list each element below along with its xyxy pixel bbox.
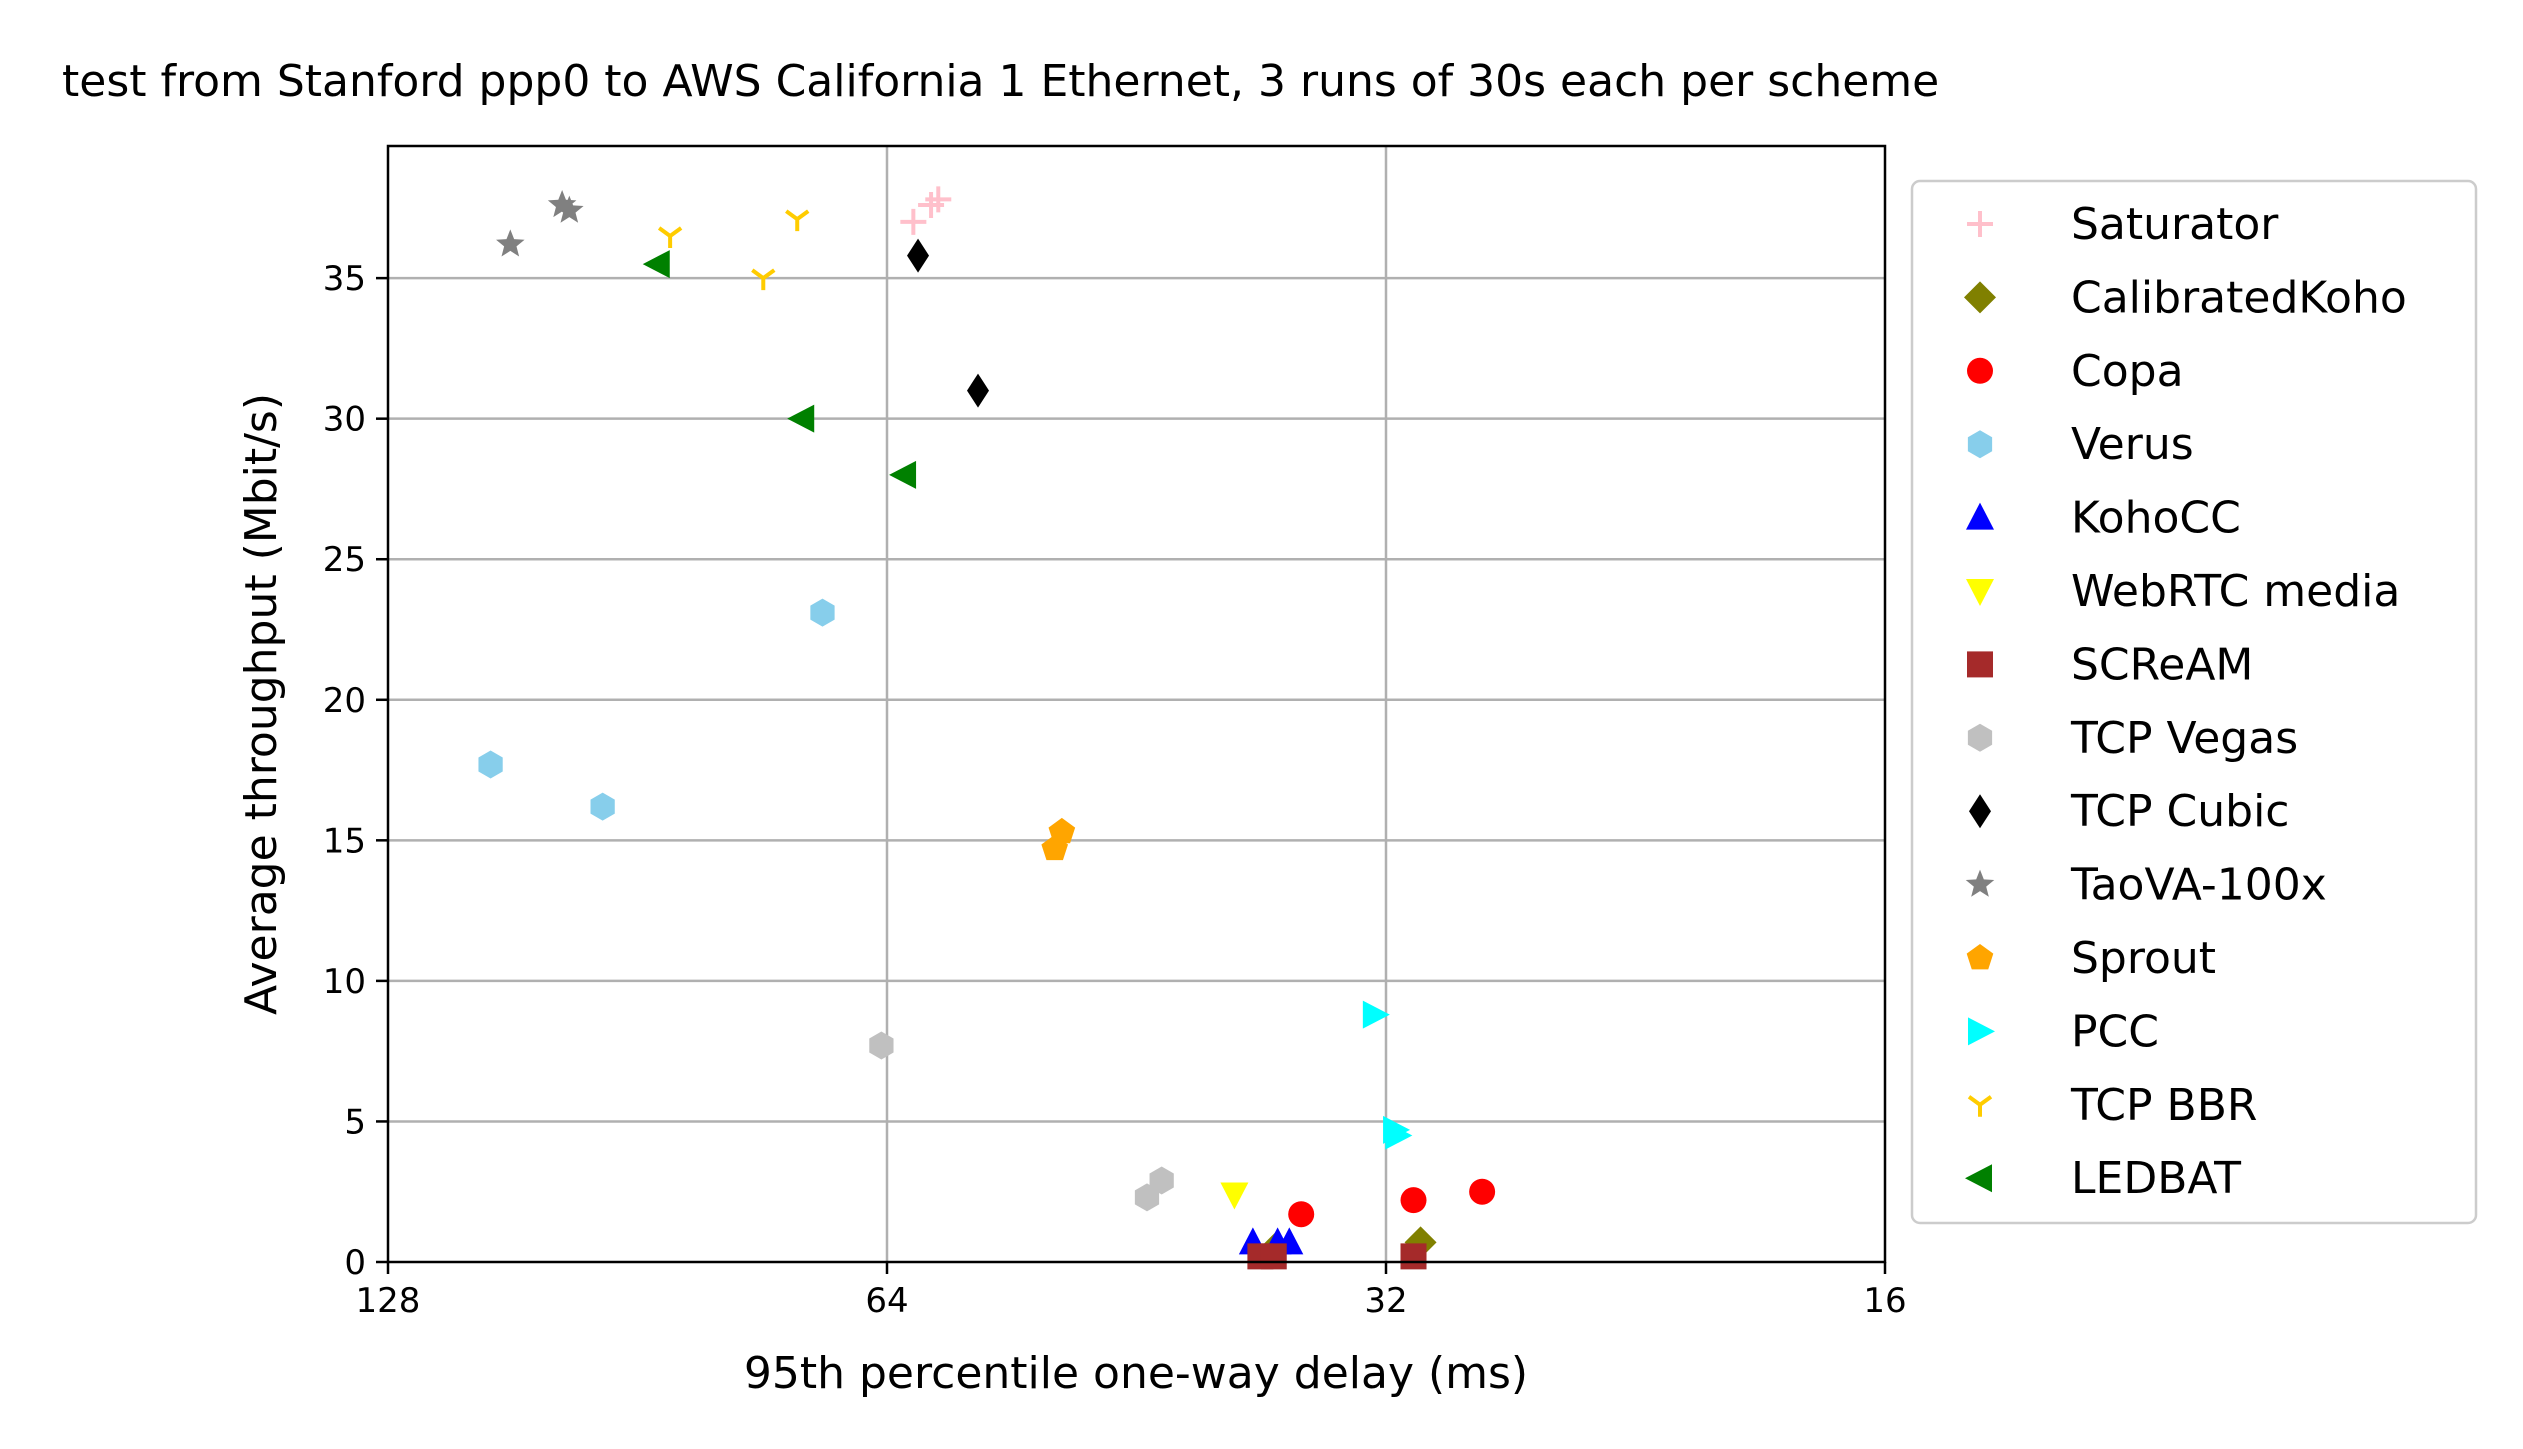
- point-ledbat: [889, 460, 917, 489]
- x-tick-label: 128: [356, 1281, 421, 1321]
- point-taova-100x: [547, 190, 577, 218]
- legend-label-tcp-bbr: TCP BBR: [2070, 1080, 2257, 1131]
- point-copa: [1469, 1178, 1496, 1205]
- legend-marker-copa: [1967, 357, 1993, 384]
- point-ledbat: [787, 404, 815, 433]
- data-points: [478, 186, 1496, 1270]
- legend-label-scream: SCReAM: [2071, 639, 2253, 690]
- legend-label-tcp-vegas: TCP Vegas: [2070, 713, 2298, 764]
- y-tick-label: 20: [323, 681, 366, 721]
- y-tick-label: 30: [323, 400, 366, 440]
- plot-area-frame: [386, 144, 1887, 1264]
- y-tick-label: 0: [344, 1243, 366, 1283]
- point-saturator: [925, 186, 952, 213]
- point-tcp-vegas: [1134, 1183, 1160, 1212]
- legend-marker-verus: [1967, 430, 1993, 459]
- legend-label-taova-100x: TaoVA-100x: [2070, 860, 2327, 911]
- point-tcp-vegas: [1149, 1166, 1174, 1195]
- point-ledbat: [642, 250, 670, 279]
- legend-marker-tcp-bbr: [1967, 1095, 1993, 1117]
- point-webrtc-media: [1220, 1182, 1249, 1210]
- legend-marker-pcc: [1968, 1017, 1995, 1046]
- point-tcp-bbr: [785, 209, 810, 232]
- legend-label-calibratedkoho: CalibratedKoho: [2071, 272, 2407, 323]
- y-tick-label: 25: [323, 540, 366, 580]
- legend-label-tcp-cubic: TCP Cubic: [2070, 786, 2290, 837]
- point-tcp-bbr: [751, 268, 776, 291]
- legend-label-verus: Verus: [2071, 419, 2194, 470]
- grid-lines: [388, 146, 1885, 1262]
- point-pcc: [1385, 1121, 1413, 1150]
- legend-marker-taova-100x: [1965, 869, 1995, 897]
- legend-label-kohocc: KohoCC: [2071, 493, 2241, 544]
- x-tick-label: 16: [1863, 1281, 1906, 1321]
- legend-marker-calibratedkoho: [1964, 281, 1996, 314]
- point-scream: [1260, 1243, 1287, 1270]
- chart-title: test from Stanford ppp0 to AWS Californi…: [62, 56, 1939, 107]
- point-tcp-cubic: [907, 238, 930, 273]
- legend-marker-webrtc-media: [1966, 579, 1994, 606]
- x-tick-label: 32: [1364, 1281, 1407, 1321]
- point-sprout: [1048, 817, 1076, 844]
- point-saturator: [900, 208, 927, 235]
- legend-marker-saturator: [1967, 211, 1993, 237]
- legend-marker-ledbat: [1965, 1164, 1992, 1193]
- legend-marker-kohocc: [1966, 502, 1994, 530]
- legend-label-saturator: Saturator: [2071, 199, 2279, 250]
- y-tick-label: 5: [344, 1102, 366, 1142]
- x-tick-label: 64: [865, 1281, 908, 1321]
- legend-frame: [1910, 179, 2478, 1225]
- legend-marker-tcp-vegas: [1967, 723, 1993, 752]
- x-axis-label: 95th percentile one-way delay (ms): [744, 1348, 1528, 1399]
- point-verus: [810, 598, 835, 627]
- legend-label-copa: Copa: [2071, 346, 2184, 397]
- y-tick-label: 35: [323, 259, 366, 299]
- point-verus: [478, 750, 503, 779]
- point-copa: [1288, 1201, 1315, 1228]
- point-pcc: [1362, 1000, 1390, 1029]
- y-axis-label: Average throughput (Mbit/s): [236, 393, 287, 1015]
- legend-marker-tcp-cubic: [1969, 794, 1991, 829]
- legend-label-webrtc-media: WebRTC media: [2071, 566, 2400, 617]
- point-taova-100x: [496, 229, 525, 257]
- legend-label-sprout: Sprout: [2071, 933, 2216, 984]
- point-tcp-vegas: [869, 1031, 894, 1060]
- point-copa: [1400, 1187, 1427, 1214]
- y-tick-label: 15: [323, 821, 366, 861]
- point-taova-100x: [555, 195, 584, 223]
- legend-label-pcc: PCC: [2071, 1006, 2159, 1057]
- legend-label-ledbat: LEDBAT: [2071, 1153, 2241, 1204]
- point-scream: [1400, 1243, 1427, 1270]
- y-tick-label: 10: [323, 962, 366, 1002]
- point-tcp-bbr: [657, 226, 683, 248]
- axis-ticks: 0 5 10 15 20 25 30 35 128 64 32 16: [323, 259, 1907, 1321]
- legend: Saturator CalibratedKoho Copa Verus KohoCC We…: [1910, 179, 2478, 1225]
- legend-marker-scream: [1967, 651, 1993, 678]
- point-verus: [590, 792, 615, 821]
- legend-marker-sprout: [1966, 944, 1994, 970]
- point-tcp-cubic: [967, 373, 990, 408]
